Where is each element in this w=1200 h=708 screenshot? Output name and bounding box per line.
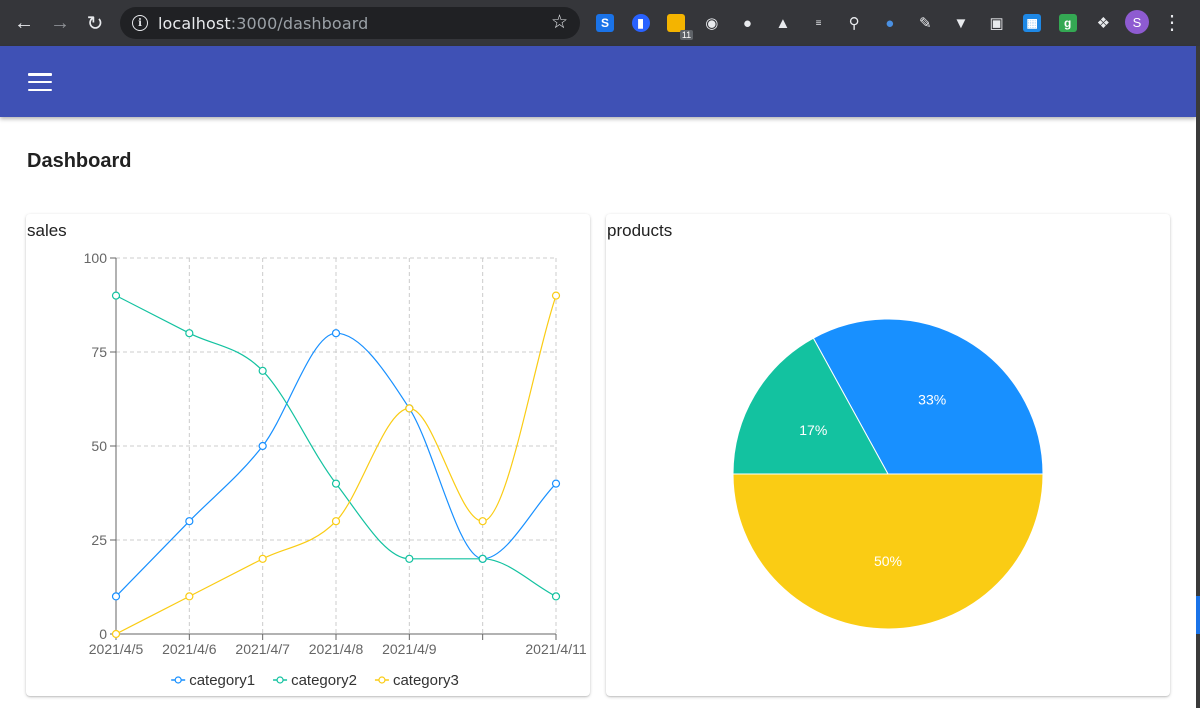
extension-badge: 11 — [679, 30, 694, 40]
extension-bookmark-icon[interactable]: ▮ — [628, 10, 654, 36]
site-info-icon[interactable]: i — [132, 15, 148, 31]
kebab-menu-icon[interactable]: ⋮ — [1162, 11, 1182, 34]
data-point-category3 — [185, 592, 194, 601]
products-pie-chart: 33% 17% 50% — [732, 318, 1044, 630]
data-point-category2 — [551, 592, 561, 601]
y-tick-label: 25 — [91, 532, 107, 548]
legend-marker-category1 — [174, 676, 182, 684]
magnifier-icon[interactable]: ⚲ — [848, 15, 860, 32]
y-tick-label: 100 — [84, 250, 108, 266]
url-text: localhost:3000/dashboard — [158, 14, 368, 33]
pie-slice-2 — [732, 473, 1044, 630]
vue-icon[interactable]: ▼ — [953, 14, 969, 32]
data-point-category2 — [405, 554, 414, 563]
extension-blue-icon[interactable]: ▦ — [1019, 10, 1045, 36]
data-point-category1 — [111, 592, 121, 601]
x-tick-label: 2021/4/6 — [162, 641, 217, 657]
address-bar[interactable]: i localhost:3000/dashboard ☆ — [120, 7, 580, 39]
legend-label-category3: category3 — [393, 672, 459, 689]
legend-item-category2: category2 — [273, 672, 357, 689]
data-point-category1 — [551, 479, 561, 488]
profile-avatar[interactable]: S — [1125, 10, 1149, 34]
legend-marker-category2 — [276, 676, 284, 684]
reload-icon[interactable]: ↻ — [86, 12, 104, 35]
camera-icon[interactable]: ◉ — [705, 15, 719, 32]
url-path: :3000/dashboard — [230, 13, 369, 33]
products-card: products 33% 17% 50% — [606, 214, 1170, 696]
extension-kanji-icon[interactable]: ≡ — [815, 17, 822, 29]
x-tick-label: 2021/4/9 — [382, 641, 437, 657]
hamburger-menu-icon[interactable] — [26, 70, 54, 94]
extension-triangle-icon[interactable]: ▲ — [775, 14, 791, 32]
data-point-category2 — [258, 366, 267, 375]
legend-label-category1: category1 — [189, 672, 255, 689]
app-bar — [0, 46, 1196, 117]
data-point-category3 — [258, 554, 267, 563]
extension-circle-icon[interactable]: ● — [742, 14, 752, 32]
data-point-category3 — [331, 517, 341, 526]
pie-slice-0 — [812, 318, 1044, 475]
pie-slice-label: 50% — [874, 553, 902, 569]
data-point-category3 — [478, 517, 487, 526]
data-point-category2 — [478, 554, 487, 563]
back-icon[interactable]: ← — [14, 11, 34, 34]
forward-icon[interactable]: → — [50, 11, 70, 34]
google-icon[interactable]: g — [1055, 10, 1081, 36]
sales-card-title: sales — [27, 221, 67, 240]
y-tick-label: 75 — [91, 344, 107, 360]
x-tick-label: 2021/4/7 — [235, 641, 290, 657]
data-point-category1 — [258, 441, 267, 451]
data-point-category3 — [405, 404, 414, 413]
data-point-category3 — [111, 629, 121, 639]
x-tick-label: 2021/4/8 — [309, 641, 364, 657]
legend-item-category3: category3 — [374, 672, 459, 689]
data-point-category2 — [331, 479, 341, 488]
page-title: Dashboard — [27, 150, 132, 172]
pen-icon[interactable]: ✎ — [919, 15, 932, 32]
extension-box-icon[interactable]: ▣ — [989, 15, 1004, 32]
data-point-category1 — [331, 329, 341, 338]
data-point-category2 — [111, 291, 121, 300]
url-host: localhost — [158, 13, 231, 33]
sales-card: sales 0 25 50 75 100 2021/4/5 2021/4/6 2021/4/7… — [26, 214, 590, 696]
drop-icon[interactable]: ● — [885, 14, 895, 32]
data-point-category3 — [551, 291, 561, 300]
bookmark-star-icon[interactable]: ☆ — [550, 12, 568, 33]
data-point-category1 — [185, 517, 194, 526]
x-tick-label: 2021/4/11 — [525, 641, 586, 657]
extension-s-icon[interactable]: S — [592, 10, 618, 36]
extensions-row: S ▮ 11 ◉ ● ▲ ≡ ⚲ ● ✎ ▼ ▣ ▦ g ❖ — [592, 8, 1126, 40]
browser-toolbar: ← → ↻ i localhost:3000/dashboard ☆ S ▮ 1… — [0, 0, 1200, 46]
extension-counter-icon[interactable]: 11 — [663, 10, 694, 40]
sales-line-chart: 0 25 50 75 100 2021/4/5 2021/4/6 2021/4/7 2021/4… — [84, 250, 587, 689]
series-line-category3 — [115, 295, 557, 635]
legend-item-category1: category1 — [171, 672, 255, 689]
y-tick-label: 50 — [91, 438, 107, 454]
products-card-title: products — [607, 221, 673, 240]
data-point-category2 — [185, 329, 194, 338]
x-tick-label: 2021/4/5 — [89, 641, 144, 657]
pie-slice-label: 17% — [799, 422, 827, 438]
puzzle-icon[interactable]: ❖ — [1096, 15, 1111, 32]
window-edge — [1196, 46, 1200, 708]
legend-label-category2: category2 — [291, 672, 357, 689]
pie-slice-1 — [732, 337, 889, 475]
y-tick-label: 0 — [99, 626, 107, 642]
pie-slice-label: 33% — [918, 391, 946, 407]
legend-marker-category3 — [378, 676, 386, 684]
